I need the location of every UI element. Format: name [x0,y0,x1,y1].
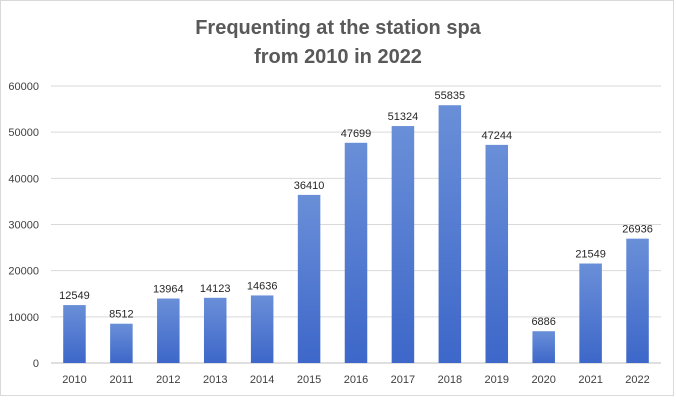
bar-2013 [203,297,227,363]
x-tick-label: 2010 [62,374,86,386]
x-tick-label: 2021 [578,374,602,386]
y-tick-label: 60000 [8,81,39,93]
chart-title-line-1: Frequenting at the station spa [195,17,481,39]
bar-2015 [297,194,321,363]
data-label: 14636 [247,280,278,292]
x-tick-label: 2022 [625,374,649,386]
y-tick-label: 30000 [8,220,39,232]
bars [63,105,649,363]
data-label: 8512 [109,309,133,321]
x-axis-ticks: 2010 2011 2012 2013 2014 2015 2016 2017 2018 2019… [62,374,650,386]
data-label: 14123 [200,283,231,295]
x-tick-label: 2015 [297,374,321,386]
bar-2021 [579,263,602,363]
x-tick-label: 2011 [110,374,134,386]
data-label: 47244 [481,130,512,142]
x-tick-label: 2017 [391,374,415,386]
x-tick-label: 2019 [485,374,509,386]
x-tick-label: 2012 [156,374,180,386]
data-label: 13964 [153,284,184,296]
data-label: 47699 [341,128,372,140]
y-tick-label: 20000 [8,266,39,278]
bar-2014 [250,295,274,363]
bar-2012 [157,298,180,363]
data-label: 36410 [294,180,325,192]
x-tick-label: 2020 [531,374,555,386]
bar-2022 [626,238,649,363]
y-tick-label: 50000 [8,127,39,139]
x-tick-label: 2016 [344,374,368,386]
y-tick-label: 40000 [8,173,39,185]
y-tick-label: 10000 [8,312,39,324]
data-label: 55835 [435,90,466,102]
data-label: 6886 [531,316,555,328]
bar-2010 [63,305,86,363]
data-labels: 12549 8512 13964 14123 14636 36410 47699 51324 5… [59,90,653,328]
bar-2020 [532,331,555,363]
bar-2011 [110,323,133,363]
bar-2016 [344,142,368,363]
bar-2019 [485,144,509,363]
data-label: 12549 [59,290,90,302]
x-tick-label: 2013 [203,374,227,386]
bar-2018 [438,105,462,363]
x-tick-label: 2014 [250,374,274,386]
data-label: 21549 [575,249,606,261]
data-label: 26936 [622,224,653,236]
y-tick-label: 0 [33,358,39,370]
bar-2017 [391,126,415,363]
data-label: 51324 [388,111,419,123]
x-tick-label: 2018 [438,374,462,386]
chart-title-line-2: from 2010 in 2022 [254,46,422,68]
y-axis-ticks: 0 10000 20000 30000 40000 50000 60000 [8,81,39,370]
